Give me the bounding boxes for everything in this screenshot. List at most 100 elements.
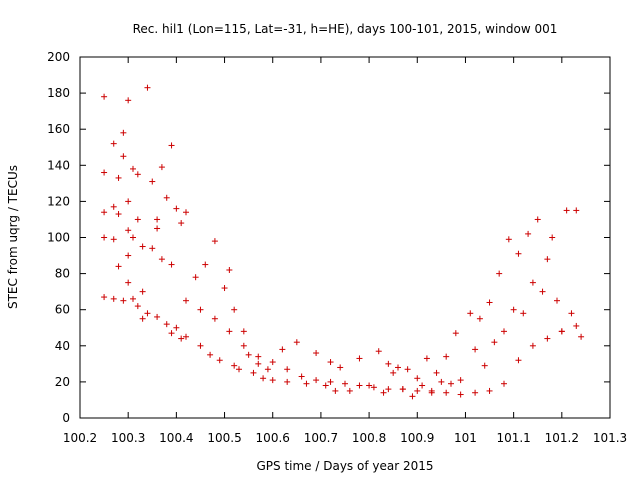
data-point (207, 351, 214, 358)
data-point (284, 366, 291, 373)
chart-title: Rec. hil1 (Lon=115, Lat=-31, h=HE), days… (133, 22, 558, 36)
y-tick-label: 40 (55, 339, 70, 353)
data-point (573, 322, 580, 329)
data-point (231, 306, 238, 313)
data-point (342, 380, 348, 387)
data-point (120, 153, 127, 160)
data-point (443, 353, 450, 360)
data-point (226, 328, 233, 335)
data-point (438, 378, 445, 385)
data-point (168, 142, 175, 149)
data-point (144, 84, 151, 91)
data-point (419, 382, 426, 389)
x-tick-label: 100.8 (352, 431, 386, 445)
data-point (149, 178, 156, 185)
data-point (472, 389, 479, 396)
y-tick-label: 140 (47, 158, 70, 172)
data-point (554, 297, 560, 304)
data-point (467, 310, 474, 317)
data-point (264, 366, 271, 373)
data-point (298, 373, 305, 380)
data-point (125, 279, 132, 286)
data-point (491, 339, 498, 346)
data-point (327, 359, 334, 366)
data-point (414, 387, 421, 394)
data-point (173, 205, 180, 212)
data-point (120, 297, 127, 304)
data-point (578, 333, 585, 340)
data-point (356, 382, 363, 389)
x-tick-label: 101.3 (593, 431, 627, 445)
data-point (433, 369, 440, 376)
data-point (337, 364, 344, 371)
y-tick-label: 60 (55, 303, 70, 317)
data-point (573, 207, 580, 214)
data-point (168, 330, 175, 337)
data-point (197, 342, 204, 349)
data-point (110, 236, 117, 243)
x-tick-label: 100.3 (111, 431, 145, 445)
data-point (163, 194, 170, 201)
data-point (168, 261, 175, 268)
data-point (260, 375, 267, 382)
x-tick-label: 101.2 (545, 431, 579, 445)
data-point (496, 270, 503, 277)
data-points (101, 84, 585, 400)
data-point (163, 321, 170, 328)
data-point (101, 93, 108, 100)
data-point (216, 357, 223, 364)
data-point (356, 355, 363, 362)
y-tick-label: 200 (47, 50, 70, 64)
y-axis-label: STEC from uqrg / TECUs (6, 165, 20, 309)
data-point (115, 263, 122, 270)
data-point (414, 375, 421, 382)
data-point (178, 335, 185, 342)
data-point (375, 348, 382, 355)
data-point (529, 279, 536, 286)
data-point (154, 313, 161, 320)
data-point (211, 238, 218, 245)
data-point (255, 353, 262, 360)
x-tick-label: 100.9 (400, 431, 434, 445)
data-point (520, 310, 527, 317)
data-point (385, 360, 392, 367)
data-point (515, 357, 522, 364)
x-tick-label: 100.5 (207, 431, 241, 445)
data-point (366, 382, 373, 389)
data-point (327, 378, 334, 385)
data-point (423, 355, 430, 362)
y-tick-label: 160 (47, 122, 70, 136)
data-point (534, 216, 541, 223)
data-point (539, 288, 546, 295)
data-point (240, 342, 247, 349)
data-point (240, 328, 247, 335)
data-point (226, 266, 233, 273)
data-point (380, 389, 387, 396)
data-point (236, 366, 242, 373)
x-tick-label: 100.4 (159, 431, 193, 445)
data-point (125, 198, 132, 205)
data-point (110, 140, 117, 147)
data-point (101, 294, 108, 301)
data-point (158, 256, 165, 263)
data-point (173, 324, 180, 331)
data-point (568, 310, 575, 317)
data-point (505, 236, 512, 243)
data-point (525, 230, 532, 237)
data-point (255, 360, 262, 367)
data-point (322, 382, 329, 389)
x-axis: 100.2 100.3 100.4 100.5 100.6 100.7 100.8 100.9… (63, 57, 627, 445)
y-tick-label: 180 (47, 86, 70, 100)
data-point (183, 333, 189, 340)
data-point (101, 169, 108, 176)
data-point (501, 380, 507, 387)
data-point (134, 216, 141, 223)
data-point (158, 164, 165, 171)
y-tick-label: 0 (62, 411, 70, 425)
data-point (409, 393, 416, 400)
data-point (139, 243, 146, 250)
data-point (101, 209, 108, 216)
data-point (284, 378, 291, 385)
data-point (558, 328, 565, 335)
